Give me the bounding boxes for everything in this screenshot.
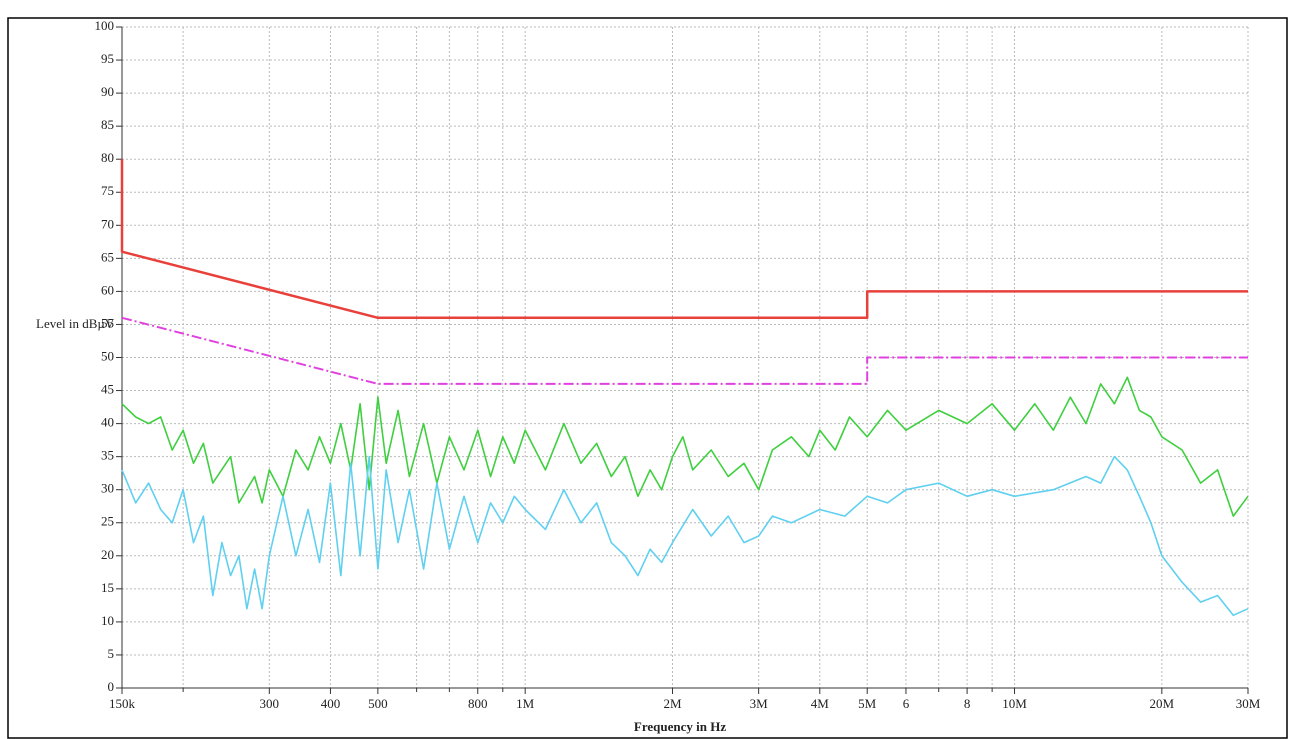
y-tick-label: 95 [101,51,114,66]
y-tick-label: 60 [101,282,114,297]
x-tick-label: 10M [1002,696,1027,711]
y-tick-label: 100 [95,18,115,33]
x-tick-label: 6 [903,696,910,711]
y-tick-label: 55 [101,315,114,330]
y-tick-label: 0 [108,679,115,694]
x-tick-label: 5M [858,696,877,711]
y-tick-label: 30 [101,481,114,496]
y-tick-label: 80 [101,150,114,165]
y-tick-label: 90 [101,84,114,99]
series-line [120,159,1248,320]
series-line [121,376,1249,517]
x-tick-label: 800 [468,696,488,711]
y-tick-label: 75 [101,183,114,198]
y-tick-label: 35 [101,448,114,463]
series-line [121,316,1248,385]
x-tick-label: 500 [368,696,388,711]
y-tick-label: 50 [101,348,114,363]
y-tick-label: 5 [108,646,115,661]
series-line [121,455,1249,617]
x-tick-label: 400 [321,696,341,711]
y-tick-label: 40 [101,415,114,430]
x-tick-label: 4M [811,696,830,711]
y-tick-label: 45 [101,382,114,397]
x-tick-label: 8 [964,696,971,711]
y-tick-label: 20 [101,547,114,562]
x-tick-label: 300 [260,696,280,711]
y-tick-label: 10 [101,613,114,628]
y-axis-label: Level in dBµV [36,316,115,331]
x-tick-label: 30M [1236,696,1261,711]
y-tick-label: 15 [101,580,114,595]
x-axis-label: Frequency in Hz [634,719,726,734]
y-tick-label: 85 [101,117,114,132]
y-tick-label: 25 [101,514,114,529]
x-tick-label: 2M [663,696,682,711]
x-tick-label: 20M [1150,696,1175,711]
y-tick-label: 65 [101,249,114,264]
x-tick-label: 3M [750,696,769,711]
x-tick-label: 1M [516,696,535,711]
x-tick-label: 150k [109,696,136,711]
y-tick-label: 70 [101,216,114,231]
